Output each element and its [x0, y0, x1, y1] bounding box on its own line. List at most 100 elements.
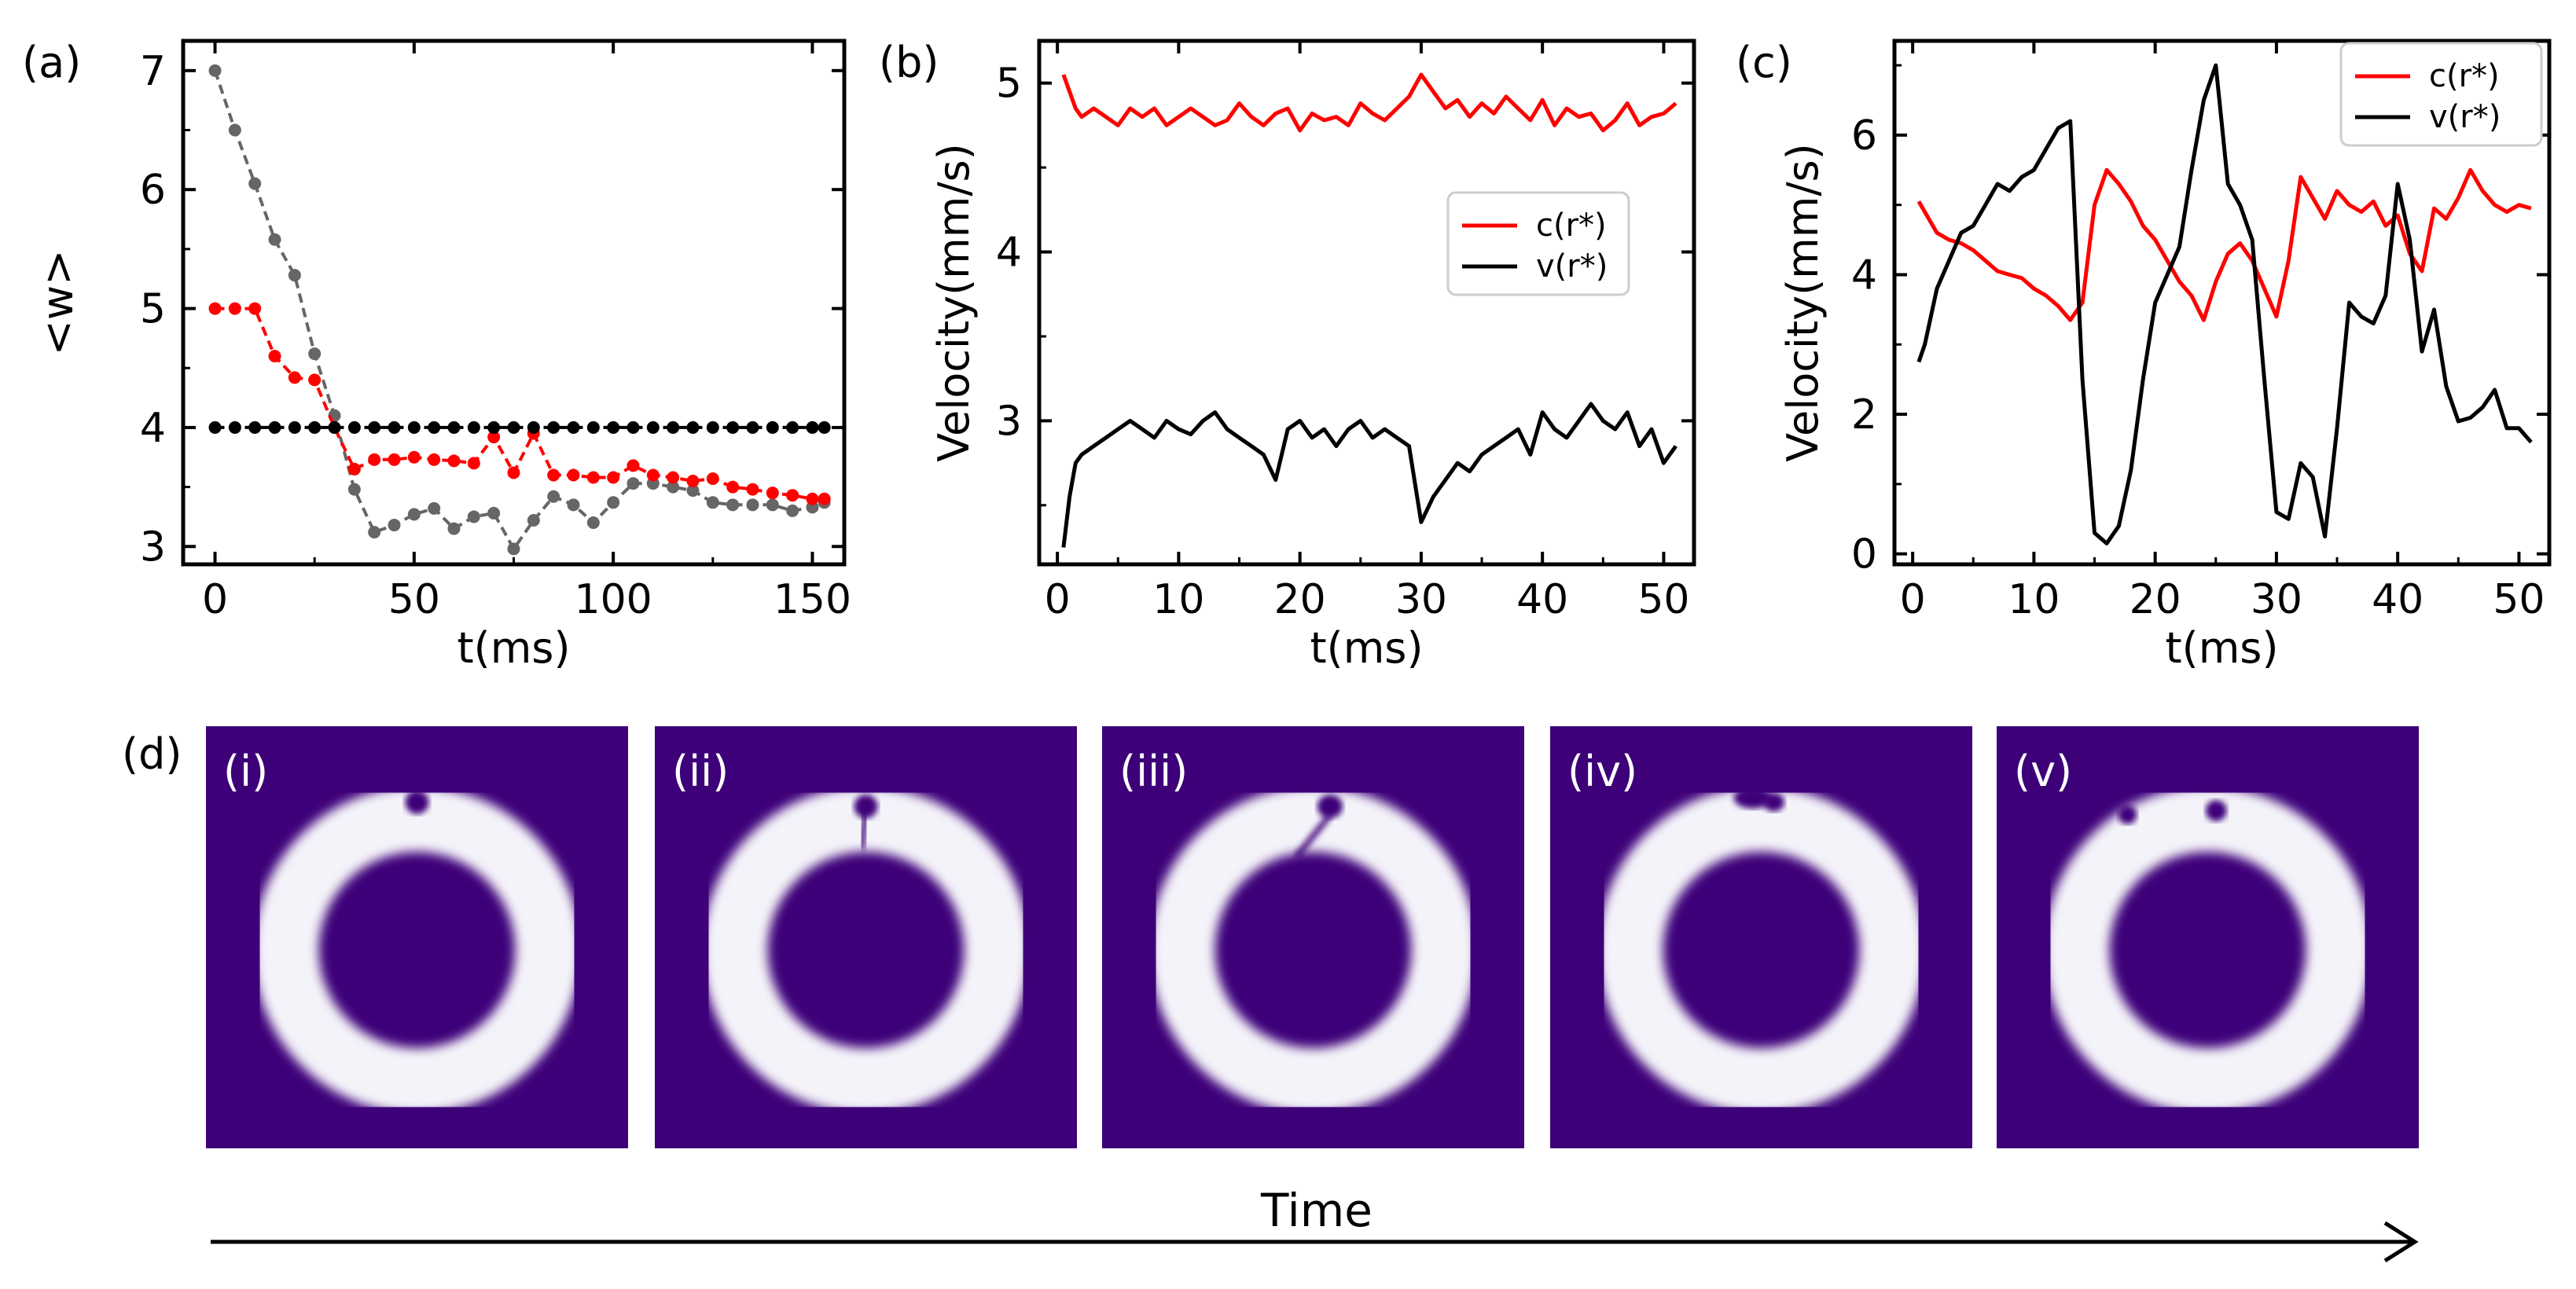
- legend-label-c: v(r*): [2429, 99, 2501, 135]
- legend-c: c(r*) v(r*): [2339, 42, 2543, 147]
- data-point-a-red: [706, 472, 719, 486]
- y-tick-label-a: 4: [140, 405, 166, 452]
- series-group-c: [1916, 63, 2533, 545]
- data-point-a-red: [447, 454, 461, 468]
- ring-image: [1149, 786, 1477, 1114]
- legend-label-b: c(r*): [1536, 207, 1607, 244]
- data-point-a-black: [607, 420, 620, 434]
- data-point-a-gray: [388, 519, 401, 532]
- data-point-a-black: [248, 420, 262, 434]
- data-point-a-gray: [706, 496, 719, 509]
- data-point-a-black: [527, 420, 540, 434]
- data-point-a-red: [607, 471, 620, 484]
- panel-d-image-sequence: (i) (ii) (iii) (iv) (v): [206, 726, 2419, 1148]
- ring-image: [2044, 786, 2372, 1114]
- data-point-a-red: [818, 492, 831, 505]
- data-point-a-gray: [567, 498, 580, 512]
- data-point-a-black: [706, 420, 719, 434]
- data-point-a-red: [208, 302, 222, 315]
- data-point-a-black: [208, 420, 222, 434]
- time-arrow-head: [2383, 1221, 2419, 1263]
- data-point-a-red: [726, 480, 740, 494]
- data-point-a-black: [567, 420, 580, 434]
- data-point-a-gray: [368, 526, 381, 539]
- data-point-a-red: [667, 471, 680, 484]
- data-point-a-red: [388, 453, 401, 466]
- data-point-a-gray: [527, 513, 540, 527]
- data-point-a-black: [228, 420, 241, 434]
- legend-label-b: v(r*): [1536, 248, 1608, 285]
- data-point-a-red: [507, 466, 520, 479]
- data-point-a-black: [667, 420, 680, 434]
- data-point-a-gray: [268, 233, 281, 246]
- x-tick-label-a: 0: [202, 576, 228, 623]
- data-point-a-gray: [467, 510, 480, 523]
- data-point-a-black: [467, 420, 480, 434]
- series-group-a: [208, 64, 831, 556]
- data-point-a-black: [407, 420, 421, 434]
- data-point-a-gray: [447, 522, 461, 535]
- data-point-a-red: [686, 475, 700, 488]
- legend-b: c(r*) v(r*): [1446, 191, 1630, 296]
- y-tick-label-b: 3: [996, 398, 1022, 445]
- data-point-a-black: [388, 420, 401, 434]
- y-tick-label-c: 4: [1851, 252, 1877, 299]
- time-arrow: Time: [211, 1184, 2419, 1263]
- data-point-a-gray: [607, 496, 620, 509]
- data-point-a-gray: [407, 508, 421, 521]
- x-axis-label-c: t(ms): [2165, 623, 2278, 673]
- vortex-defect: [2205, 799, 2227, 821]
- data-point-a-gray: [428, 501, 441, 515]
- x-tick-label-c: 0: [1900, 576, 1926, 623]
- legend-box-b: [1446, 191, 1630, 296]
- series-group-b: [1061, 72, 1678, 548]
- data-point-a-red: [806, 492, 819, 505]
- chart-b: 0 10 20 30 40 50 3 4 5 t(ms) Velocity(mm/s) c(r*) v(…: [929, 39, 1696, 673]
- plot-frame-b: [1037, 39, 1696, 567]
- snapshot-label-5: (v): [2014, 747, 2072, 796]
- y-axis-label-c: Velocity(mm/s): [1778, 143, 1828, 462]
- snapshot-frame-3: (iii): [1102, 726, 1524, 1148]
- data-point-a-red: [786, 489, 799, 502]
- data-point-a-black: [288, 420, 301, 434]
- data-point-a-gray: [288, 269, 301, 282]
- vortex-defect: [1763, 792, 1785, 812]
- data-point-a-gray: [248, 177, 262, 190]
- x-tick-label-b: 40: [1516, 576, 1568, 623]
- x-tick-label-b: 50: [1637, 576, 1689, 623]
- data-point-a-red: [347, 462, 361, 476]
- y-tick-label-a: 3: [140, 523, 166, 571]
- snapshot-frame-4: (iv): [1550, 726, 1972, 1148]
- x-tick-label-c: 50: [2493, 576, 2545, 623]
- legend-box-c: [2339, 42, 2543, 147]
- series-line-c-vr: [1916, 63, 2533, 545]
- defect-stem: [1294, 813, 1332, 859]
- panel-label-c: (c): [1736, 38, 1792, 87]
- data-point-a-red: [228, 302, 241, 315]
- data-point-a-black: [428, 420, 441, 434]
- data-point-a-red: [567, 468, 580, 482]
- data-point-a-gray: [627, 477, 640, 490]
- data-point-a-gray: [667, 480, 680, 494]
- series-line-a-red: [215, 307, 825, 501]
- snapshot-label-3: (iii): [1119, 747, 1188, 796]
- snapshot-frame-5: (v): [1997, 726, 2419, 1148]
- x-tick-label-a: 100: [575, 576, 652, 623]
- x-tick-label-b: 30: [1395, 576, 1447, 623]
- data-point-a-red: [766, 487, 779, 500]
- chart-a: 0 50 100 150 3 4 5 6 7 t(ms) <w>: [33, 39, 851, 673]
- data-point-a-black: [547, 420, 560, 434]
- data-point-a-gray: [547, 490, 560, 503]
- vortex-defect: [405, 790, 429, 814]
- legend-label-c: c(r*): [2429, 58, 2500, 94]
- data-point-a-black: [806, 420, 819, 434]
- data-point-a-red: [487, 431, 501, 444]
- data-point-a-black: [726, 420, 740, 434]
- data-point-a-red: [646, 468, 660, 482]
- data-point-a-gray: [507, 542, 520, 556]
- snapshot-label-1: (i): [223, 747, 268, 796]
- data-point-a-red: [368, 453, 381, 466]
- data-point-a-black: [507, 420, 520, 434]
- x-axis-label-a: t(ms): [457, 623, 570, 673]
